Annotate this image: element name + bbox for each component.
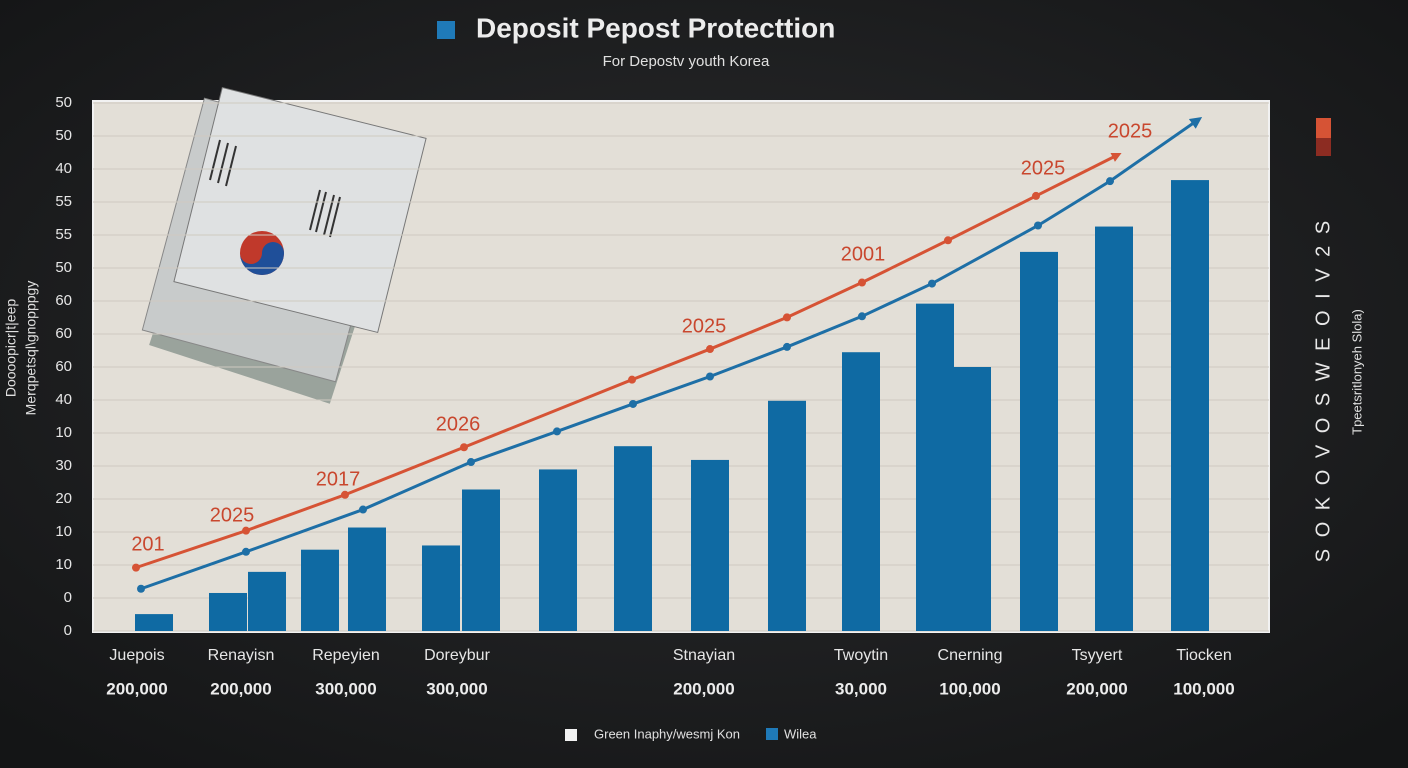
- x-tick-label: Juepois: [109, 647, 164, 664]
- line-point: [359, 505, 367, 514]
- bar: [248, 571, 286, 631]
- annotation: 2017: [316, 468, 361, 490]
- bar: [916, 303, 954, 631]
- bar: [539, 469, 577, 631]
- side-swatch: [1316, 138, 1331, 156]
- legend-swatch: [766, 728, 778, 740]
- bar: [301, 549, 339, 631]
- amount-label: 100,000: [1173, 679, 1234, 698]
- side-text: S O K O V O S W E O I V 2 S: [1312, 218, 1334, 562]
- bar: [1020, 251, 1058, 631]
- y-axis-label: Merqpetsql\gnopppgy: [23, 281, 39, 416]
- y2-axis-label: Tpeetsritlonyeh Slola): [1349, 309, 1364, 435]
- annotation: 2026: [436, 413, 481, 435]
- line-point: [858, 312, 866, 321]
- legend-swatch: [565, 729, 577, 741]
- x-tick-label: Tiocken: [1176, 647, 1231, 664]
- bar: [614, 446, 652, 631]
- bar: [348, 527, 386, 631]
- chart-title: Deposit Pepost Protecttion: [476, 12, 835, 43]
- line-point: [706, 345, 714, 354]
- annotation: 201: [131, 533, 164, 555]
- y-tick-label: 40: [55, 391, 72, 408]
- amount-label: 200,000: [210, 679, 271, 698]
- x-tick-label: Renayisn: [208, 647, 275, 664]
- annotation: 2025: [1108, 120, 1153, 142]
- y-tick-label: 50: [55, 127, 72, 144]
- line-point: [629, 399, 637, 408]
- line-point: [783, 313, 791, 322]
- amount-label: 300,000: [426, 679, 487, 698]
- bar: [768, 400, 806, 631]
- amount-label: 300,000: [315, 679, 376, 698]
- annotation: 2025: [210, 504, 255, 526]
- line-point: [137, 584, 145, 593]
- amount-label: 200,000: [673, 679, 734, 698]
- y-tick-label: 60: [55, 358, 72, 375]
- x-tick-label: Stnayian: [673, 647, 735, 664]
- bar: [135, 614, 173, 631]
- annotation: 2025: [1021, 157, 1066, 179]
- y-tick-label: 10: [55, 424, 72, 441]
- side-swatch: [1316, 118, 1331, 138]
- line-point: [1106, 177, 1114, 186]
- y-tick-label: 10: [55, 523, 72, 540]
- y-tick-label: 50: [55, 94, 72, 111]
- line-point: [242, 526, 250, 535]
- x-tick-label: Tsyyert: [1072, 647, 1123, 664]
- line-point: [341, 490, 349, 499]
- y-tick-label: 40: [55, 160, 72, 177]
- x-tick-label: Repeyien: [312, 647, 380, 664]
- y-tick-label: 55: [55, 226, 72, 243]
- x-tick-label: Twoytin: [834, 647, 888, 664]
- legend-label: Green Inaphy/wesmj Kon: [594, 726, 740, 741]
- amount-label: 200,000: [106, 679, 167, 698]
- y-tick-label: 55: [55, 193, 72, 210]
- annotation: 2001: [841, 243, 886, 265]
- y-tick-label: 10: [55, 556, 72, 573]
- bar: [1171, 180, 1209, 631]
- y-axis-label: Doooopicr|t|eep: [3, 299, 19, 398]
- bar: [842, 352, 880, 631]
- line-point: [467, 458, 475, 467]
- title-icon: [437, 21, 455, 39]
- amount-label: 30,000: [835, 679, 887, 698]
- bar: [209, 592, 247, 631]
- line-point: [706, 372, 714, 381]
- line-point: [783, 342, 791, 351]
- amount-label: 100,000: [939, 679, 1000, 698]
- y-tick-label: 60: [55, 325, 72, 342]
- x-tick-label: Doreybur: [424, 647, 490, 664]
- y-tick-label: 30: [55, 457, 72, 474]
- line-point: [460, 443, 468, 452]
- line-point: [1032, 191, 1040, 200]
- line-point: [242, 547, 250, 556]
- annotation: 2025: [682, 315, 727, 337]
- bar: [953, 367, 991, 631]
- line-point: [553, 427, 561, 436]
- line-point: [944, 236, 952, 245]
- x-tick-label: Cnerning: [938, 647, 1003, 664]
- y-tick-label: 60: [55, 292, 72, 309]
- line-point: [928, 279, 936, 288]
- legend-label: Wilea: [784, 726, 817, 741]
- line-point: [1034, 221, 1042, 230]
- y-tick-label: 0: [64, 589, 72, 606]
- bar: [691, 459, 729, 631]
- amount-label: 200,000: [1066, 679, 1127, 698]
- bar: [422, 545, 460, 631]
- line-point: [858, 278, 866, 287]
- y-tick-label: 0: [64, 622, 72, 639]
- line-point: [132, 563, 140, 572]
- bar: [1095, 226, 1133, 631]
- y-tick-label: 20: [55, 490, 72, 507]
- bar: [462, 489, 500, 631]
- y-tick-label: 50: [55, 259, 72, 276]
- chart-subtitle: For Depostv youth Korea: [603, 53, 770, 70]
- line-point: [628, 375, 636, 384]
